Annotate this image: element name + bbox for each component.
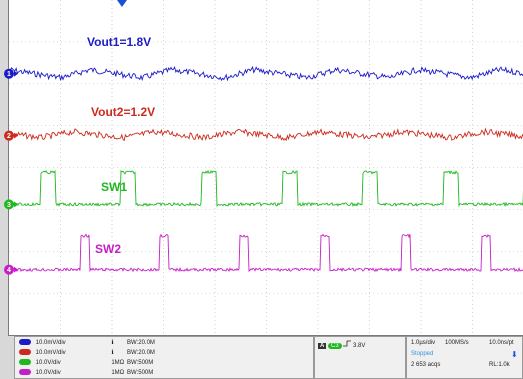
ch3-coupling: 1MΩ (111, 360, 125, 366)
ch2-coupling: ℹ (111, 350, 114, 356)
ch4-volts-div: 10.0V/div (35, 370, 61, 376)
channel-settings-panel: 10.0mV/div ℹ BW:20.0M 10.0mV/div ℹ BW:20… (14, 336, 314, 379)
arrow-down-icon: ⬇ (511, 350, 518, 359)
ch1-badge-icon (19, 339, 31, 346)
trigger-readout: A C3 3.8V (318, 340, 365, 349)
trigger-position-icon[interactable] (117, 0, 127, 8)
acquisition-count: 2 653 acqs (411, 362, 441, 368)
ch4-bandwidth: BW:500M (127, 370, 154, 376)
ch2-waveform (9, 127, 523, 142)
ch4-badge-icon (19, 369, 31, 376)
ch2-bandwidth: BW:20.0M (127, 350, 155, 356)
channel-markers: 1 2 3 4 (4, 68, 18, 275)
rising-edge-icon (343, 340, 352, 349)
sample-rate: 100MS/s (445, 340, 469, 346)
ch4-waveform (9, 233, 523, 273)
ch3-marker-number: 3 (7, 202, 11, 209)
ch2-badge-icon (19, 349, 31, 356)
waveform-svg (9, 0, 523, 335)
ch2-settings-row[interactable]: 10.0mV/div ℹ BW:20.0M (19, 349, 155, 357)
sample-interval: 10.0ns/pt (489, 340, 514, 346)
ch2-volts-div: 10.0mV/div (35, 350, 66, 356)
acquisition-panel[interactable]: 1.0µs/div 100MS/s 10.0ns/pt Stopped ⬇ 2 … (406, 336, 523, 379)
ch2-label: Vout2=1.2V (91, 105, 156, 119)
ch3-badge-icon (19, 359, 31, 366)
ch3-settings-row[interactable]: 10.0V/div 1MΩ BW:500M (19, 359, 153, 367)
ch2-marker-number: 2 (7, 133, 11, 140)
ch4-coupling: 1MΩ (111, 370, 125, 376)
ch4-settings-row[interactable]: 10.0V/div 1MΩ BW:500M (19, 369, 153, 377)
waveform-display[interactable]: Vout1=1.8V Vout2=1.2V SW1 SW2 (8, 0, 523, 336)
ch4-label: SW2 (95, 242, 122, 256)
ch3-volts-div: 10.0V/div (35, 360, 61, 366)
ch4-ground-marker-icon: 4 (4, 264, 18, 275)
ch4-marker-number: 4 (7, 267, 11, 274)
ch3-waveform (9, 169, 523, 208)
ch1-bandwidth: BW:20.0M (127, 340, 155, 346)
trigger-mode-badge: A (318, 343, 327, 349)
ch1-waveform (9, 65, 523, 82)
ch3-bandwidth: BW:500M (127, 360, 154, 366)
ch3-ground-marker-icon: 3 (4, 199, 18, 210)
ch2-ground-marker-icon: 2 (4, 130, 18, 141)
time-per-div: 1.0µs/div (411, 340, 436, 346)
ch1-volts-div: 10.0mV/div (35, 340, 66, 346)
trigger-level: 3.8V (353, 343, 366, 349)
acquisition-state: Stopped (411, 351, 434, 357)
record-length: RL:1.0k (489, 362, 510, 368)
ch1-marker-number: 1 (7, 71, 11, 78)
ch1-label: Vout1=1.8V (87, 35, 152, 49)
ch1-settings-row[interactable]: 10.0mV/div ℹ BW:20.0M (19, 339, 155, 347)
ch3-label: SW1 (101, 180, 128, 194)
trigger-panel[interactable]: A C3 3.8V (314, 336, 406, 379)
trigger-source-badge: C3 (328, 343, 342, 349)
ch1-ground-marker-icon: 1 (4, 68, 18, 79)
ch1-coupling: ℹ (111, 340, 114, 346)
